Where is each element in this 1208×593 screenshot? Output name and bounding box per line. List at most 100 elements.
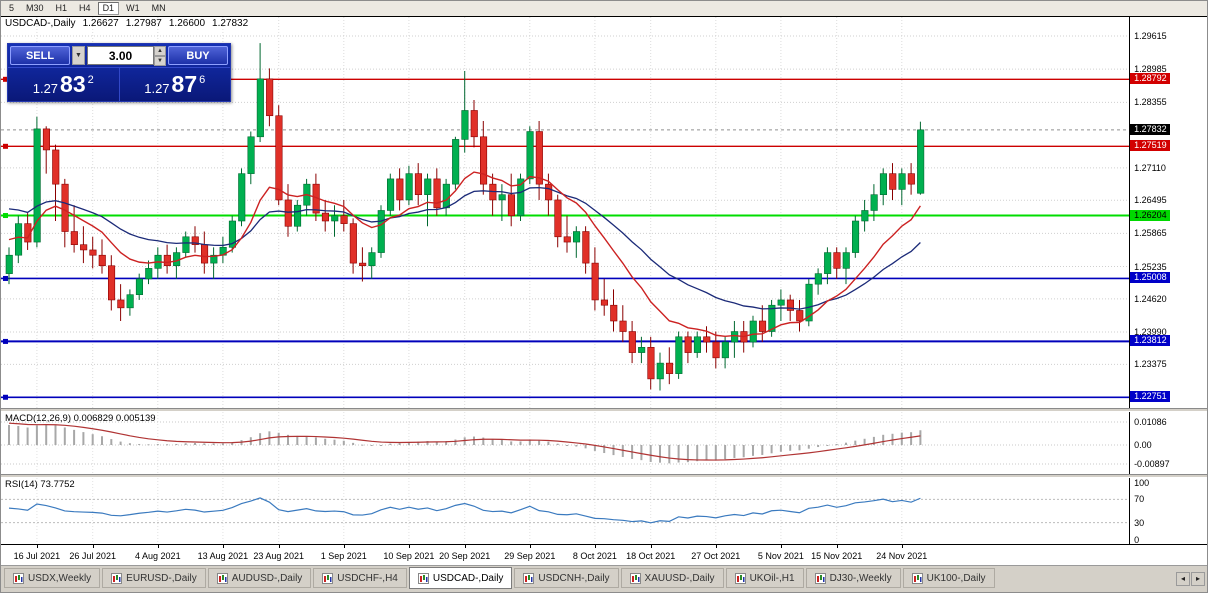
date-label: 1 Sep 2021 — [320, 551, 367, 561]
lot-size-control: ▲ ▼ — [87, 46, 166, 66]
sell-dropdown-icon[interactable]: ▼ — [72, 46, 85, 65]
price-axis-label: 1.23375 — [1134, 359, 1167, 370]
panel-splitter[interactable] — [1, 474, 1207, 478]
date-axis[interactable]: 16 Jul 2021 26 Jul 2021 4 Aug 2021 13 Aug 2… — [1, 544, 1207, 565]
date-label: 5 Nov 2021 — [757, 551, 804, 561]
price-divider — [118, 68, 120, 101]
tab-scroll-right-icon[interactable]: ▸ — [1191, 572, 1205, 586]
tab-ukoil-h1[interactable]: UKOil-,H1 — [725, 568, 804, 588]
tab-audusd-daily[interactable]: AUDUSD-,Daily — [207, 568, 312, 588]
price-axis-label: 1.29615 — [1134, 31, 1167, 41]
trade-prices-row: 1.27 83 2 1.27 87 6 — [8, 67, 230, 101]
rsi-plot — [1, 478, 1130, 544]
tab-scroll-left-icon[interactable]: ◂ — [1176, 572, 1190, 586]
macd-axis-label: 0.01086 — [1134, 417, 1167, 427]
chart-ohlc-title: USDCAD-,Daily 1.26627 1.27987 1.26600 1.… — [5, 18, 248, 29]
tab-usdcnh-daily[interactable]: USDCNH-,Daily — [514, 568, 619, 588]
date-label: 20 Sep 2021 — [439, 551, 491, 561]
price-axis-label: 1.28985 — [1134, 64, 1167, 75]
tab-usdchf-h4[interactable]: USDCHF-,H4 — [313, 568, 407, 588]
one-click-trading-panel: SELL ▼ ▲ ▼ BUY 1.27 83 2 — [7, 43, 231, 102]
price-axis-label: 1.27110 — [1134, 162, 1166, 173]
macd-panel[interactable]: MACD(12,26,9) 0.006829 0.005139 — [1, 412, 1130, 474]
stepper-up-icon[interactable]: ▲ — [154, 46, 166, 56]
rsi-axis-label: 30 — [1134, 517, 1145, 528]
date-label: 18 Oct 2021 — [626, 551, 676, 561]
candlestick-plot — [1, 17, 1130, 408]
timeframe-button-d1[interactable]: D1 — [97, 2, 120, 15]
tab-xauusd-daily[interactable]: XAUUSD-,Daily — [620, 568, 724, 588]
tab-chart-icon — [814, 572, 826, 584]
tab-label: XAUUSD-,Daily — [644, 572, 715, 584]
timeframe-button-w1[interactable]: W1 — [121, 2, 145, 15]
tab-dj30-weekly[interactable]: DJ30-,Weekly — [805, 568, 901, 588]
rsi-axis-label: 0 — [1134, 535, 1140, 544]
ohlc-high: 1.27987 — [125, 18, 162, 29]
tab-label: USDCAD-,Daily — [432, 572, 504, 584]
price-axis-label: 1.23990 — [1134, 327, 1167, 338]
date-tick — [529, 545, 531, 548]
date-tick — [836, 545, 838, 548]
tab-chart-icon — [13, 572, 24, 584]
macd-row: MACD(12,26,9) 0.006829 0.005139 0.01086 0… — [1, 412, 1207, 474]
rsi-panel[interactable]: RSI(14) 73.7752 — [1, 478, 1130, 544]
date-tick — [464, 545, 466, 548]
chart-tabs-bar: USDX,Weekly EURUSD-,Daily AUDUSD-,Daily USD… — [1, 565, 1207, 590]
buy-button[interactable]: BUY — [168, 46, 228, 65]
price-axis[interactable]: 1.29615 1.28985 1.28355 1.27110 1.26495 1.258… — [1129, 17, 1207, 408]
date-label: 26 Jul 2021 — [69, 551, 116, 561]
tab-eurusd-daily[interactable]: EURUSD-,Daily — [102, 568, 206, 588]
price-axis-label: 1.25865 — [1134, 228, 1167, 239]
timeframe-toolbar: 5 M30 H1 H4 D1 W1 MN — [1, 1, 1207, 16]
tab-chart-icon — [216, 572, 228, 584]
macd-axis[interactable]: 0.01086 0.00 -0.00897 — [1129, 412, 1207, 474]
timeframe-button-mn[interactable]: MN — [147, 2, 171, 15]
panel-splitter[interactable] — [1, 408, 1207, 412]
date-tick — [715, 545, 717, 548]
price-badge: 1.26204 — [1130, 209, 1170, 221]
tab-uk100-daily[interactable]: UK100-,Daily — [902, 568, 995, 588]
price-badge: 1.23812 — [1130, 335, 1170, 347]
price-badge: 1.22751 — [1130, 391, 1170, 403]
timeframe-button-5[interactable]: 5 — [4, 2, 19, 15]
buy-price[interactable]: 1.27 87 6 — [120, 68, 231, 101]
rsi-axis[interactable]: 100 70 30 0 — [1129, 478, 1207, 544]
date-tick — [343, 545, 345, 548]
ohlc-close: 1.27832 — [212, 18, 249, 29]
date-label: 27 Oct 2021 — [691, 551, 741, 561]
price-axis-label: 1.24620 — [1134, 293, 1167, 304]
timeframe-button-h4[interactable]: H4 — [74, 2, 96, 15]
date-tick — [650, 545, 652, 548]
price-badge: 1.27832 — [1130, 123, 1170, 135]
lot-size-input[interactable] — [87, 46, 154, 65]
stepper-down-icon[interactable]: ▼ — [154, 56, 166, 66]
price-badge: 1.28792 — [1130, 73, 1170, 85]
rsi-row: RSI(14) 73.7752 100 70 30 0 — [1, 478, 1207, 544]
ohlc-open: 1.26627 — [82, 18, 119, 29]
date-label: 24 Nov 2021 — [876, 551, 928, 561]
tab-chart-icon — [322, 572, 334, 584]
date-label: 13 Aug 2021 — [197, 551, 249, 561]
date-tick — [36, 545, 38, 548]
chart-symbol-period: USDCAD-,Daily — [5, 18, 76, 29]
sell-price[interactable]: 1.27 83 2 — [8, 68, 119, 101]
main-chart-row: USDCAD-,Daily 1.26627 1.27987 1.26600 1.… — [1, 16, 1207, 408]
tab-chart-icon — [911, 572, 923, 584]
rsi-axis-label: 100 — [1134, 478, 1150, 488]
timeframe-button-h1[interactable]: H1 — [51, 2, 73, 15]
date-tick — [92, 545, 94, 548]
date-tick — [157, 545, 159, 548]
tab-usdcad-daily[interactable]: USDCAD-,Daily — [408, 567, 513, 589]
tab-label: EURUSD-,Daily — [126, 572, 197, 584]
tab-chart-icon — [111, 572, 123, 584]
sell-button[interactable]: SELL — [10, 46, 70, 65]
date-label: 10 Sep 2021 — [383, 551, 435, 561]
rsi-axis-label: 70 — [1134, 494, 1145, 505]
date-tick — [901, 545, 903, 548]
timeframe-button-m30[interactable]: M30 — [21, 2, 49, 15]
price-chart[interactable]: USDCAD-,Daily 1.26627 1.27987 1.26600 1.… — [1, 17, 1130, 408]
buy-price-main: 1.27 — [144, 80, 170, 96]
tab-usdx-weekly[interactable]: USDX,Weekly — [4, 568, 101, 588]
tab-label: UK100-,Daily — [926, 572, 986, 584]
rsi-label: RSI(14) 73.7752 — [5, 479, 75, 490]
